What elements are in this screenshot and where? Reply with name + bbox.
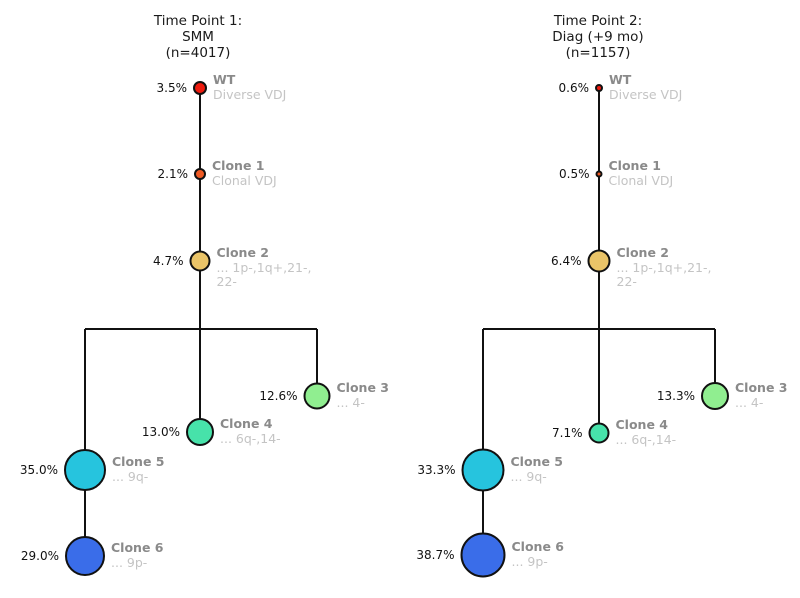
node-clone-3-circle [303, 382, 331, 410]
node-clone-4-name: Clone 4 [616, 417, 669, 432]
node-clone-6-sublabel: ... 9p- [512, 554, 548, 569]
node-clone-4-circle [588, 422, 610, 444]
node-clone-5-sublabel: ... 9q- [511, 469, 547, 484]
node-clone-6-circle [65, 536, 105, 576]
node-clone-2-sublabel: ... 1p-,1q+,21-, [617, 260, 712, 275]
node-clone-5-sublabel: ... 9q- [112, 469, 148, 484]
node-clone-5-pct: 35.0% [20, 463, 58, 477]
node-clone-2-pct: 6.4% [551, 254, 582, 268]
node-clone-1-pct: 2.1% [158, 167, 189, 181]
node-clone-2-sublabel: ... 1p-,1q+,21-, [217, 260, 312, 275]
node-clone-6-circle [460, 532, 506, 578]
node-clone-3-pct: 13.3% [657, 389, 695, 403]
node-clone-1-sublabel: Clonal VDJ [212, 173, 277, 188]
node-clone-2-name: Clone 2 [217, 245, 269, 260]
node-clone-2-circle [189, 250, 211, 272]
node-clone-5-name: Clone 5 [112, 454, 164, 469]
node-clone-2-circle [587, 249, 611, 273]
node-wt-sublabel: Diverse VDJ [213, 87, 286, 102]
panel-title-line: Diag (+9 mo) [552, 29, 643, 45]
node-clone-5-name: Clone 5 [511, 454, 563, 469]
node-clone-3-circle [701, 382, 729, 410]
node-clone-4-name: Clone 4 [220, 416, 273, 431]
node-clone-4-sublabel: ... 6q-,14- [616, 432, 677, 447]
node-clone-1-name: Clone 1 [609, 158, 661, 173]
node-clone-4-pct: 13.0% [142, 425, 180, 439]
node-clone-5-pct: 33.3% [417, 463, 455, 477]
node-clone-6-pct: 29.0% [21, 549, 59, 563]
node-clone-2-name: Clone 2 [617, 245, 669, 260]
node-clone-1-sublabel: Clonal VDJ [609, 173, 674, 188]
node-clone-3-name: Clone 3 [337, 380, 389, 395]
node-wt-name: WT [609, 72, 632, 87]
node-clone-6-sublabel: ... 9p- [111, 555, 147, 570]
node-clone-4-sublabel: ... 6q-,14- [220, 431, 281, 446]
panel-title-line: (n=1157) [566, 45, 631, 61]
node-clone-6-name: Clone 6 [512, 539, 565, 554]
node-clone-3-name: Clone 3 [735, 380, 787, 395]
node-clone-3-pct: 12.6% [259, 389, 297, 403]
node-clone-2-sublabel: 22- [617, 274, 637, 289]
node-clone-3-sublabel: ... 4- [735, 395, 763, 410]
node-wt-name: WT [213, 72, 236, 87]
node-wt-circle [193, 81, 207, 95]
node-clone-1-pct: 0.5% [559, 167, 590, 181]
node-clone-2-pct: 4.7% [153, 254, 184, 268]
node-clone-3-sublabel: ... 4- [337, 395, 365, 410]
panel-title-line: Time Point 2: [553, 13, 642, 29]
node-wt-sublabel: Diverse VDJ [609, 87, 682, 102]
node-clone-1-circle [194, 168, 206, 180]
node-wt-pct: 3.5% [157, 81, 188, 95]
node-clone-6-name: Clone 6 [111, 540, 164, 555]
node-clone-4-circle [186, 418, 214, 446]
panel-title-line: Time Point 1: [153, 13, 242, 29]
panel-time-point-2: Time Point 2:Diag (+9 mo)(n=1157) 0.6% WTD… [416, 13, 787, 578]
panel-title-line: SMM [182, 29, 214, 45]
node-clone-5-circle [461, 448, 505, 492]
node-clone-6-pct: 38.7% [416, 548, 454, 562]
node-clone-2-sublabel: 22- [217, 274, 237, 289]
panel-title-line: (n=4017) [166, 45, 231, 61]
node-clone-1-circle [595, 170, 603, 178]
node-wt-pct: 0.6% [559, 81, 590, 95]
node-clone-1-name: Clone 1 [212, 158, 264, 173]
node-clone-5-circle [64, 449, 106, 491]
node-wt-circle [595, 84, 603, 92]
node-clone-4-pct: 7.1% [552, 426, 583, 440]
